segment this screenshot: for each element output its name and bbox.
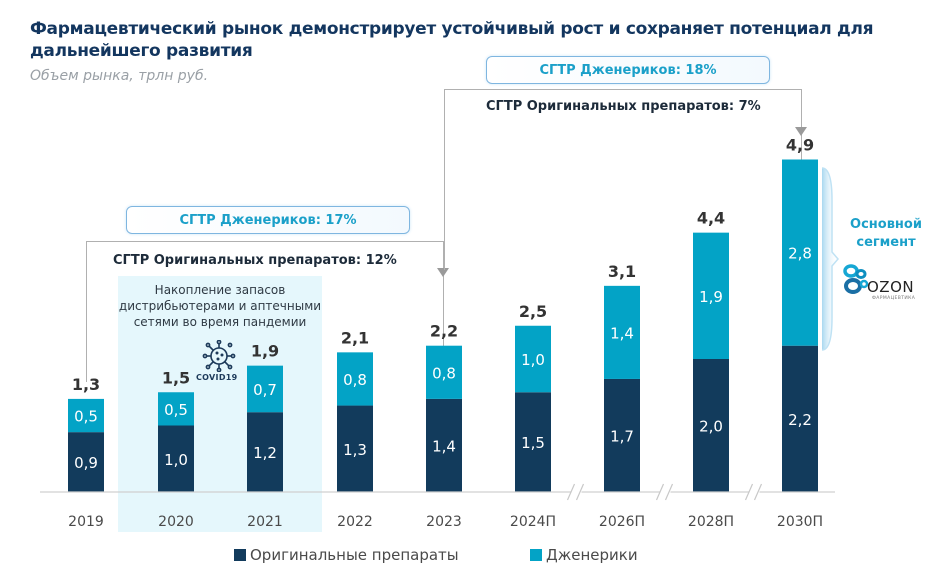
legend-label-generics: Дженерики <box>546 546 638 564</box>
ozon-logo: OZON ФАРМАЦЕВТИКА <box>842 262 932 302</box>
covid-label: COVID19 <box>196 373 238 382</box>
x-tick-label: 2019 <box>68 514 104 530</box>
cagr-generics-box-2: СГТР Дженериков: 18% <box>486 56 770 84</box>
bar-originals-2024П <box>515 392 551 492</box>
segment-label: 1,4 <box>610 324 634 342</box>
total-label: 1,5 <box>162 368 190 387</box>
virus-icon <box>202 340 236 372</box>
covid-note: Накопление запасов дистрибьютерами и апт… <box>118 283 322 329</box>
bar-originals-2019 <box>68 432 104 492</box>
segment-label: 0,8 <box>343 371 367 389</box>
axis-break-mark <box>664 483 674 501</box>
segment-label: 1,9 <box>699 288 723 306</box>
bar-generics-2019 <box>68 398 104 433</box>
bar-originals-2026П <box>604 378 640 492</box>
chart-subtitle: Объем рынка, трлн руб. <box>30 68 209 84</box>
segment-brace <box>821 167 839 351</box>
total-label: 1,3 <box>72 375 100 394</box>
segment-label: 2,0 <box>699 418 723 436</box>
segment-label: 1,2 <box>253 444 277 462</box>
segment-label: 0,9 <box>74 454 98 472</box>
covid-period-highlight <box>118 276 322 532</box>
x-tick-label: 2028П <box>688 514 734 530</box>
segment-label: 2,2 <box>788 411 812 429</box>
bar-originals-2020 <box>158 425 194 492</box>
segment-label: 0,5 <box>164 401 188 419</box>
legend-item-originals: Оригинальные препараты <box>234 546 459 564</box>
axis-break-mark <box>575 483 585 501</box>
segment-label: 2,8 <box>788 245 812 263</box>
total-label: 2,1 <box>341 328 369 347</box>
x-tick-label: 2023 <box>426 514 462 530</box>
x-tick-label: 2022 <box>337 514 373 530</box>
total-label: 2,2 <box>430 322 458 341</box>
cagr-bracket-1 <box>86 241 444 382</box>
segment-label: 1,7 <box>610 427 634 445</box>
x-tick-label: 2021 <box>247 514 283 530</box>
legend-swatch-generics <box>530 549 542 561</box>
ozon-logo-icon <box>843 264 869 294</box>
x-tick-label: 2020 <box>158 514 194 530</box>
page-title: Фармацевтический рынок демонстрирует уст… <box>30 19 874 61</box>
bar-originals-2028П <box>693 359 729 492</box>
cagr-originals-label-1: СГТР Оригинальных препаратов: 12% <box>113 253 397 268</box>
segment-label: 1,3 <box>343 441 367 459</box>
axis-break-mark <box>744 483 754 501</box>
bar-generics-2020 <box>158 392 194 426</box>
bar-originals-2023 <box>426 398 462 492</box>
logo-text: OZON <box>867 278 915 296</box>
bar-generics-2024П <box>515 325 551 393</box>
bar-generics-2026П <box>604 285 640 379</box>
segment-label: 0,5 <box>74 408 98 426</box>
legend-label-originals: Оригинальные препараты <box>250 546 459 564</box>
bar-generics-2028П <box>693 232 729 359</box>
legend-item-generics: Дженерики <box>530 546 638 564</box>
x-tick-label: 2024П <box>510 514 556 530</box>
logo-subtext: ФАРМАЦЕВТИКА <box>872 296 916 301</box>
total-label: 3,1 <box>608 262 636 281</box>
x-tick-label: 2026П <box>599 514 645 530</box>
axis-break-mark <box>753 483 763 501</box>
bar-originals-2030П <box>782 345 818 492</box>
cagr-generics-box-1: СГТР Дженериков: 17% <box>126 206 410 234</box>
arrow-down-icon <box>795 127 807 136</box>
bar-generics-2030П <box>782 159 818 346</box>
bar-generics-2021 <box>247 365 283 413</box>
bar-originals-2022 <box>337 405 373 492</box>
cagr-originals-label-2: СГТР Оригинальных препаратов: 7% <box>486 99 761 114</box>
legend-swatch-originals <box>234 549 246 561</box>
x-tick-label: 2030П <box>777 514 823 530</box>
bar-generics-2023 <box>426 345 462 399</box>
axis-break-mark <box>655 483 665 501</box>
segment-label: 1,0 <box>521 351 545 369</box>
segment-label: 0,8 <box>432 364 456 382</box>
segment-label: 1,4 <box>432 437 456 455</box>
total-label: 2,5 <box>519 302 547 321</box>
bar-generics-2022 <box>337 352 373 406</box>
segment-label: 1,0 <box>164 451 188 469</box>
bar-originals-2021 <box>247 412 283 492</box>
total-label: 4,4 <box>697 209 725 228</box>
segment-label: 0,7 <box>253 381 277 399</box>
segment-label: 1,5 <box>521 434 545 452</box>
total-label: 4,9 <box>786 136 814 155</box>
main-segment-note: Основной сегмент <box>850 217 922 250</box>
total-label: 1,9 <box>251 342 279 361</box>
axis-break-mark <box>566 483 576 501</box>
arrow-down-icon <box>437 268 449 277</box>
